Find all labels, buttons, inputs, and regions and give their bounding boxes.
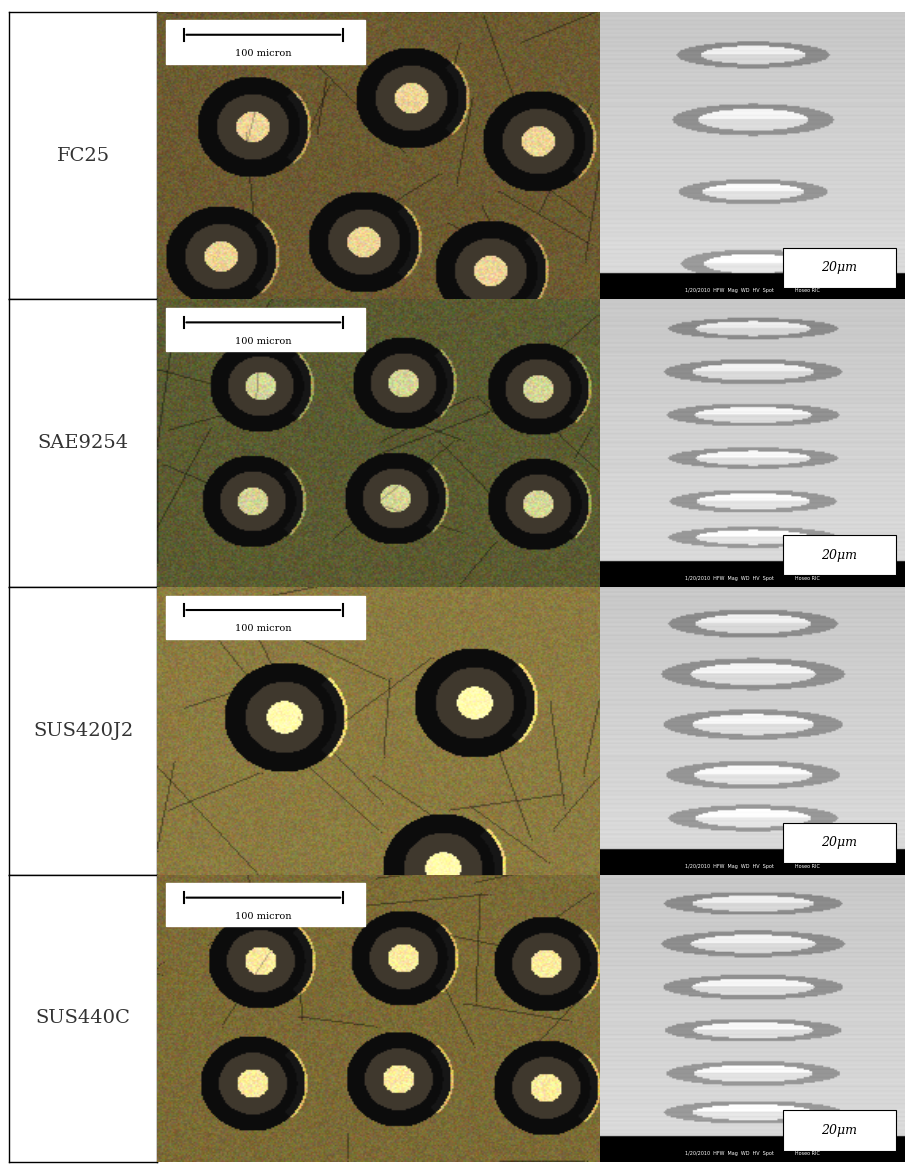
Text: 1/20/2010  HFW  Mag  WD  HV  Spot              Hoseo RIC: 1/20/2010 HFW Mag WD HV Spot Hoseo RIC: [686, 864, 820, 869]
Text: 20μm: 20μm: [822, 1125, 857, 1138]
Bar: [783, 1111, 896, 1151]
Text: 100 micron: 100 micron: [235, 625, 292, 634]
Text: 100 micron: 100 micron: [235, 337, 292, 346]
Text: 20μm: 20μm: [822, 549, 857, 562]
Text: 1/20/2010  HFW  Mag  WD  HV  Spot              Hoseo RIC: 1/20/2010 HFW Mag WD HV Spot Hoseo RIC: [686, 1152, 820, 1156]
Bar: [165, 20, 366, 63]
Bar: [165, 595, 366, 639]
Bar: [165, 308, 366, 351]
Text: FC25: FC25: [57, 147, 110, 164]
Text: SAE9254: SAE9254: [37, 434, 129, 452]
Text: SUS420J2: SUS420J2: [33, 722, 133, 740]
Text: 20μm: 20μm: [822, 262, 857, 275]
Bar: [783, 248, 896, 288]
Bar: [783, 823, 896, 863]
Text: 20μm: 20μm: [822, 837, 857, 850]
Text: SUS440C: SUS440C: [36, 1010, 131, 1027]
Text: 1/20/2010  HFW  Mag  WD  HV  Spot              Hoseo RIC: 1/20/2010 HFW Mag WD HV Spot Hoseo RIC: [686, 576, 820, 581]
Text: 100 micron: 100 micron: [235, 912, 292, 922]
Text: 100 micron: 100 micron: [235, 49, 292, 59]
Bar: [165, 883, 366, 926]
Text: 1/20/2010  HFW  Mag  WD  HV  Spot              Hoseo RIC: 1/20/2010 HFW Mag WD HV Spot Hoseo RIC: [686, 289, 820, 294]
Bar: [783, 535, 896, 575]
